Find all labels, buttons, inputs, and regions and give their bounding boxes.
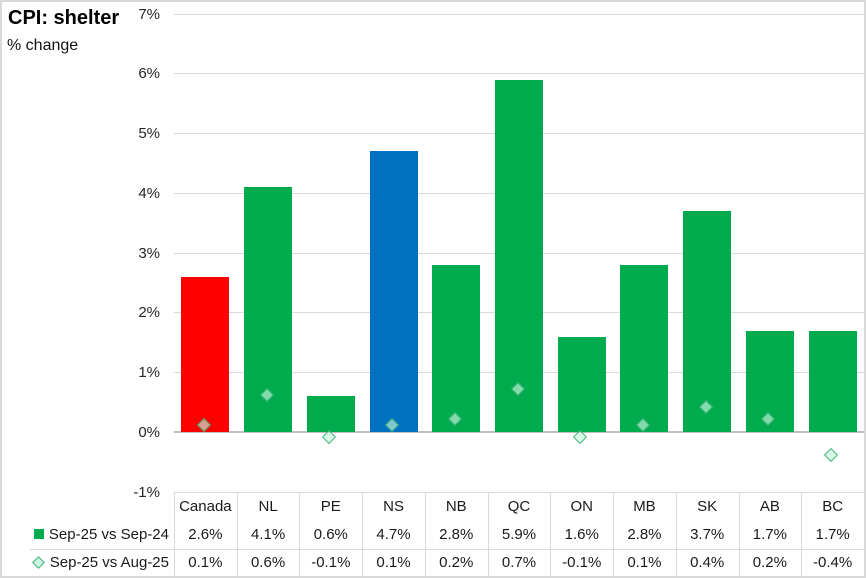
table-cell: 0.1% xyxy=(188,554,223,571)
table-cell: -0.1% xyxy=(562,554,602,571)
table-column-separator xyxy=(487,493,489,576)
table-cell: 0.7% xyxy=(501,554,537,571)
table-column-separator xyxy=(236,493,238,576)
y-axis-tick-label: 7% xyxy=(138,5,160,23)
chart-title: CPI: shelter xyxy=(8,7,120,29)
table-column-separator xyxy=(299,493,301,576)
table-header-pe: PE xyxy=(320,497,341,515)
table-header-bc: BC xyxy=(822,497,844,515)
table-cell: 4.7% xyxy=(376,525,411,543)
table-cell: 1.6% xyxy=(564,525,599,543)
table-cell: 0.2% xyxy=(752,554,787,571)
table-cell: -0.1% xyxy=(311,554,351,571)
y-axis-tick-label: 1% xyxy=(138,364,160,381)
bar-pe xyxy=(306,396,355,433)
y-axis-tick-label: 4% xyxy=(138,184,160,202)
bar-ns xyxy=(369,151,418,433)
y-axis-tick-label: 2% xyxy=(138,304,160,322)
table-header-nl: NL xyxy=(258,497,278,515)
bar-mb xyxy=(620,264,669,433)
bar-on xyxy=(557,336,606,433)
legend-item-sep25-vs-sep24: Sep-25 vs Sep-24 xyxy=(2,519,172,549)
bar-bc xyxy=(808,330,857,433)
diamond-marker-bc xyxy=(824,447,839,462)
table-cell: 1.7% xyxy=(815,525,850,543)
table-header-on: ON xyxy=(570,497,593,515)
legend-item-sep25-vs-aug25: Sep-25 vs Aug-25 xyxy=(2,549,172,576)
x-axis-line xyxy=(174,431,864,434)
table-column-separator xyxy=(864,493,865,576)
table-header-ns: NS xyxy=(383,497,404,515)
bar-series-legend-key-icon xyxy=(33,529,44,539)
table-header-nb: NB xyxy=(445,497,467,515)
table-cell: 1.7% xyxy=(752,525,787,543)
table-column-separator xyxy=(738,493,740,576)
table-cell: 2.8% xyxy=(439,525,474,543)
table-cell: 2.8% xyxy=(627,525,662,543)
marker-series-legend-key-icon xyxy=(31,556,45,569)
legend-label: Sep-25 vs Sep-24 xyxy=(48,525,169,543)
table-cell: 0.4% xyxy=(690,554,725,571)
table-cell: 0.6% xyxy=(313,525,348,543)
y-axis-tick-label: -1% xyxy=(133,483,160,501)
bar-sk xyxy=(683,211,732,433)
table-cell: 2.6% xyxy=(188,525,223,543)
y-axis-tick-label: 5% xyxy=(138,125,160,142)
gridline xyxy=(174,13,864,15)
bar-nb xyxy=(432,264,481,433)
table-header-ab: AB xyxy=(759,497,780,515)
table-column-separator xyxy=(424,493,426,576)
gridline xyxy=(174,73,864,75)
bar-qc xyxy=(495,79,543,433)
table-column-separator xyxy=(675,493,677,576)
table-cell: 4.1% xyxy=(250,525,286,543)
table-cell: 0.6% xyxy=(250,554,286,571)
table-header-qc: QC xyxy=(507,497,531,515)
table-cell: 0.1% xyxy=(627,554,662,571)
table-cell: 0.1% xyxy=(376,554,411,571)
table-header-sk: SK xyxy=(697,497,718,515)
table-header-canada: Canada xyxy=(179,497,232,515)
table-row-separator xyxy=(30,576,864,577)
table-header-mb: MB xyxy=(633,497,656,515)
chart-subtitle: % change xyxy=(7,37,79,54)
y-axis-tick-label: 6% xyxy=(138,65,160,83)
gridline xyxy=(174,491,864,493)
table-column-separator xyxy=(550,493,552,576)
y-axis-tick-label: 3% xyxy=(138,244,160,262)
table-row-separator xyxy=(30,549,864,550)
table-column-separator xyxy=(613,493,615,576)
table-cell: 5.9% xyxy=(501,525,537,543)
table-cell: -0.4% xyxy=(813,554,853,571)
table-cell: 0.2% xyxy=(439,554,474,571)
table-column-separator xyxy=(174,493,175,576)
table-column-separator xyxy=(801,493,803,576)
y-axis-tick-label: 0% xyxy=(138,423,160,441)
table-column-separator xyxy=(362,493,364,576)
table-cell: 3.7% xyxy=(690,525,725,543)
bar-canada xyxy=(181,276,230,433)
legend-label: Sep-25 vs Aug-25 xyxy=(49,554,169,571)
